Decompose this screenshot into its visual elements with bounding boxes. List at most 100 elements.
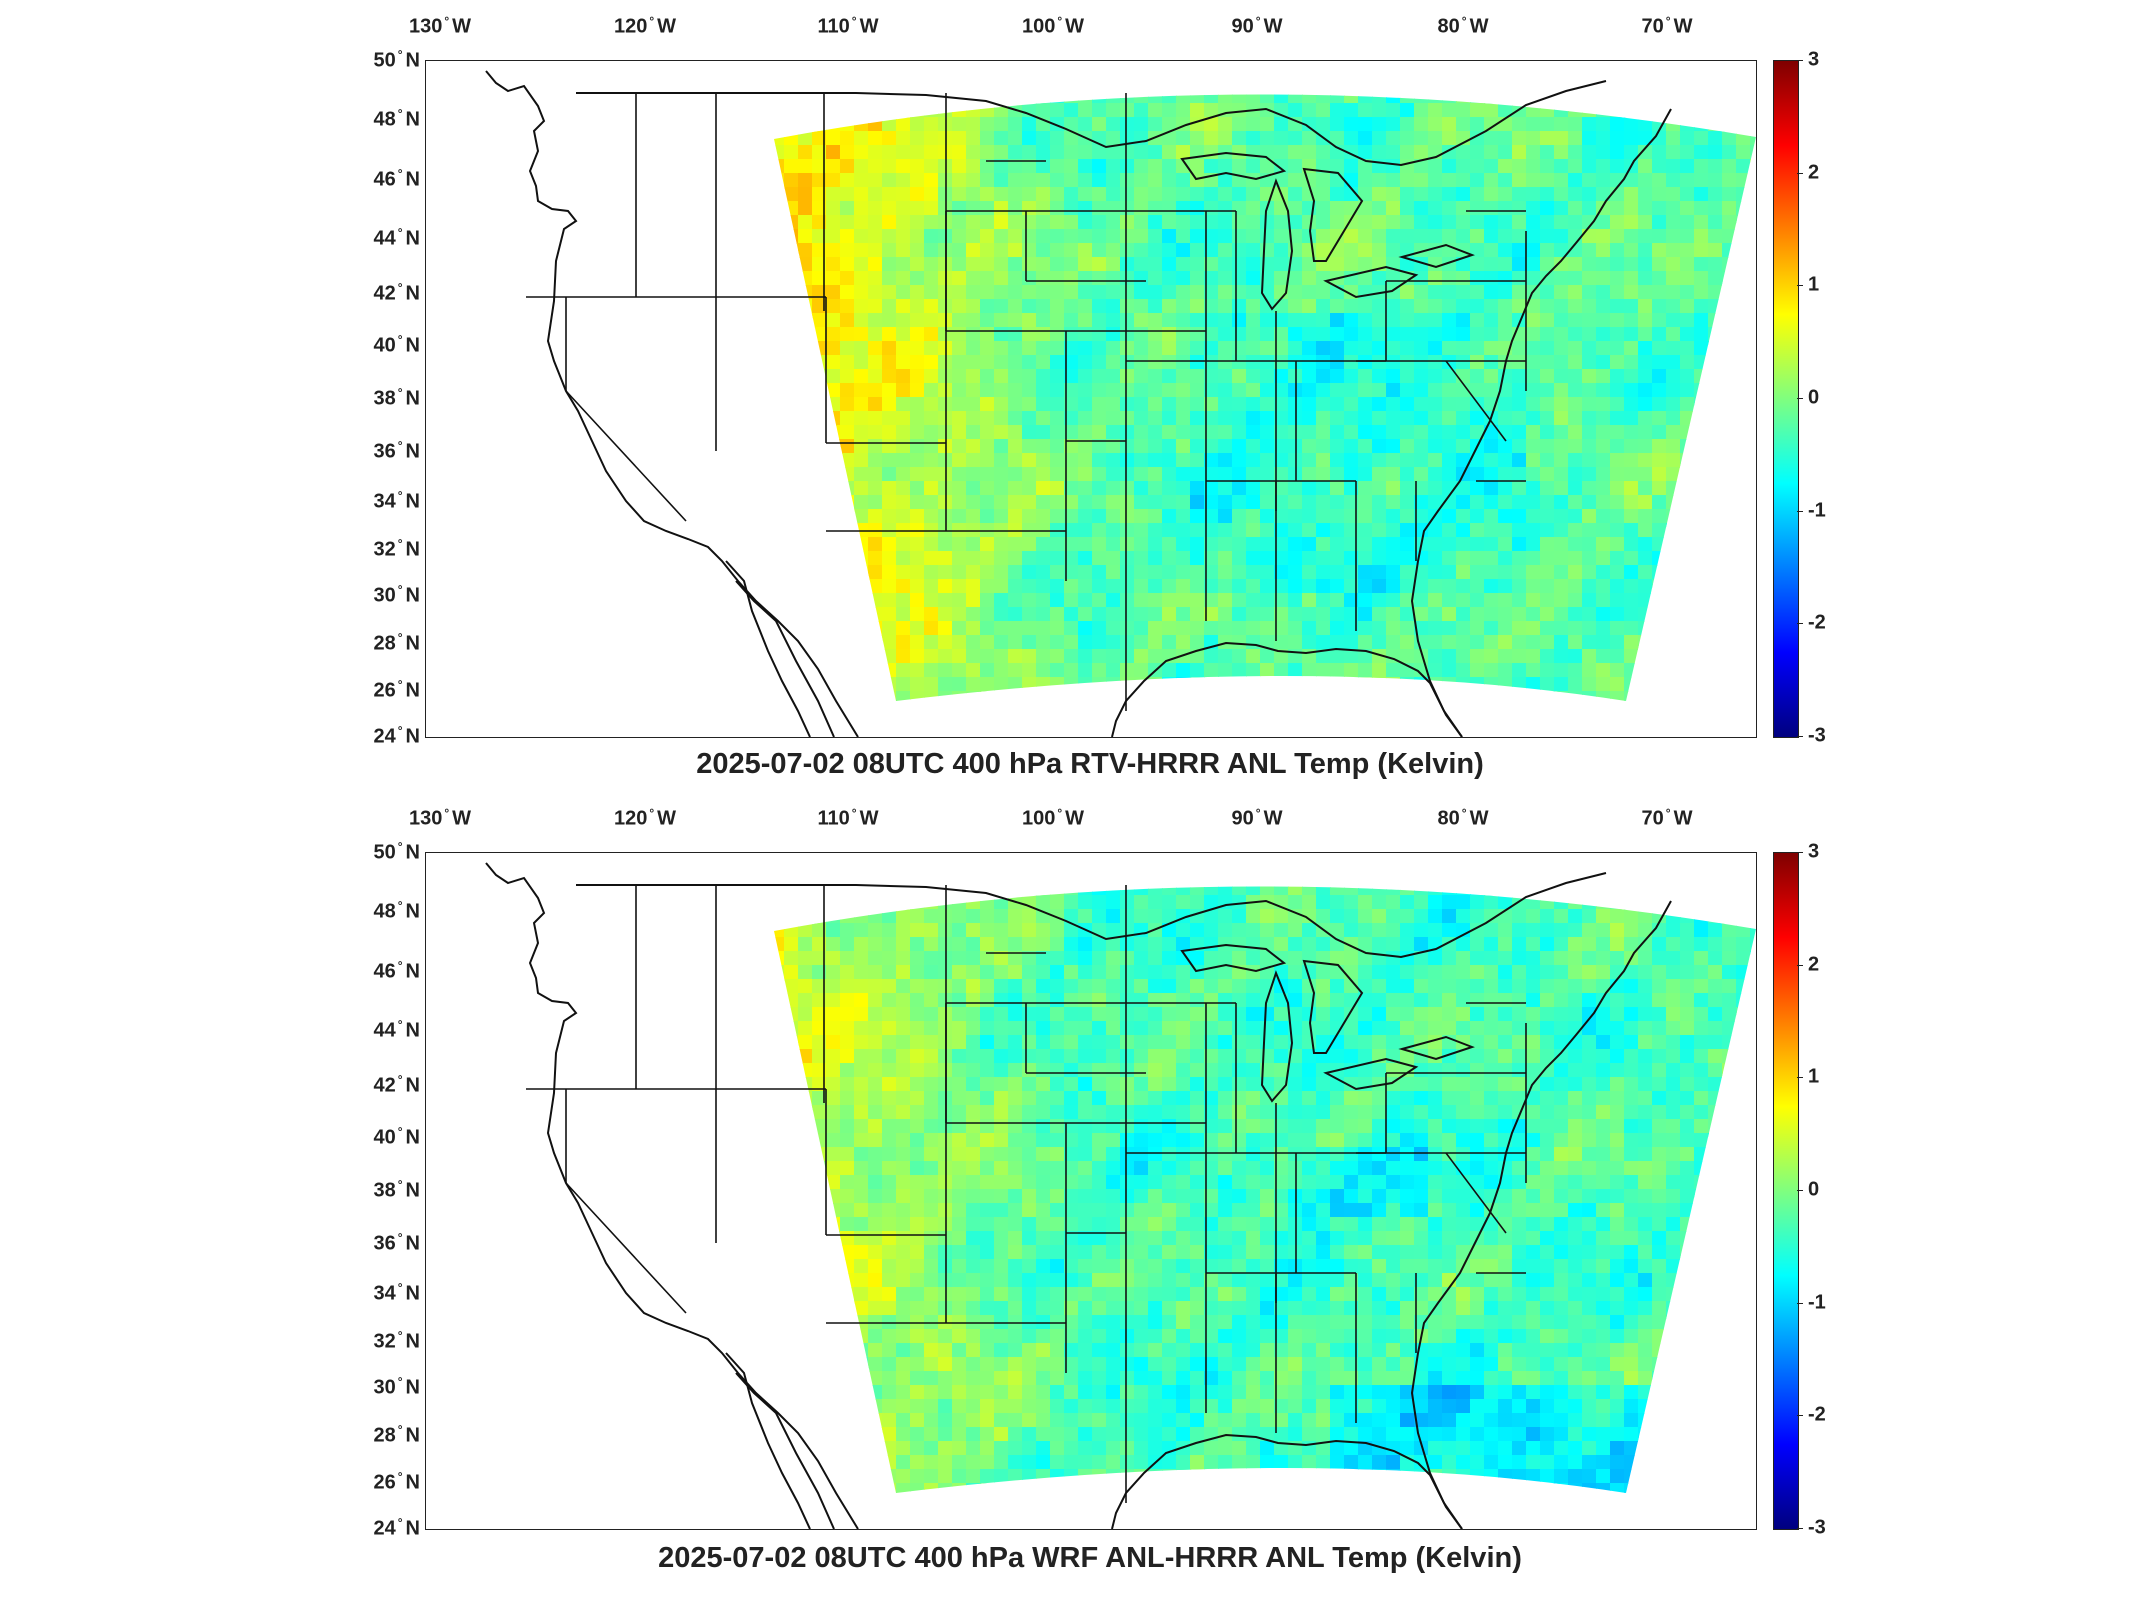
field-cell — [994, 537, 1009, 552]
field-cell — [882, 607, 897, 622]
field-cell — [1722, 1035, 1737, 1050]
field-cell — [1456, 271, 1471, 286]
field-cell — [1512, 691, 1527, 701]
field-cell — [1008, 481, 1023, 496]
field-cell — [840, 327, 855, 342]
field-cell — [1736, 593, 1751, 608]
longitude-suffix: W — [657, 807, 677, 830]
field-cell — [1722, 425, 1737, 440]
field-cell — [1428, 537, 1443, 552]
field-cell — [1722, 951, 1737, 966]
field-cell — [1106, 1021, 1121, 1036]
field-cell — [882, 691, 897, 701]
field-cell — [1120, 481, 1135, 496]
field-cell — [1176, 1077, 1191, 1092]
field-cell — [1708, 537, 1723, 552]
field-cell — [1512, 145, 1527, 160]
field-cell — [952, 103, 967, 118]
field-cell — [1148, 75, 1163, 90]
field-cell — [1092, 1049, 1107, 1064]
field-cell — [1218, 733, 1233, 737]
field-cell — [854, 383, 869, 398]
field-cell — [1694, 201, 1709, 216]
field-cell — [1484, 621, 1499, 636]
field-cell — [1358, 853, 1373, 868]
field-cell — [1260, 909, 1275, 924]
field-cell — [1134, 397, 1149, 412]
field-cell — [882, 551, 897, 566]
field-cell — [1190, 94, 1205, 104]
longitude-suffix: W — [1065, 807, 1085, 830]
field-cell — [1288, 705, 1303, 720]
field-cell — [1624, 909, 1639, 924]
field-cell — [1526, 145, 1541, 160]
field-cell — [1162, 1007, 1177, 1022]
field-cell — [1582, 607, 1597, 622]
field-cell — [1302, 719, 1317, 734]
field-cell — [1260, 215, 1275, 230]
field-cell — [1092, 895, 1107, 910]
field-cell — [1680, 1063, 1695, 1078]
field-cell — [1120, 509, 1135, 524]
field-cell — [1344, 965, 1359, 980]
field-cell — [1722, 1063, 1737, 1078]
field-cell — [756, 1091, 771, 1106]
field-cell — [1330, 663, 1345, 678]
field-cell — [1484, 1063, 1499, 1078]
field-cell — [1414, 593, 1429, 608]
field-cell — [1568, 187, 1583, 202]
field-cell — [1274, 551, 1289, 566]
field-cell — [1232, 159, 1247, 174]
field-cell — [854, 705, 869, 720]
field-cell — [1498, 621, 1513, 636]
field-cell — [1624, 257, 1639, 272]
field-cell — [1610, 327, 1625, 342]
field-cell — [1666, 979, 1681, 994]
field-cell — [1092, 509, 1107, 524]
field-cell — [1078, 467, 1093, 482]
field-cell — [1078, 853, 1093, 868]
field-cell — [1400, 439, 1415, 454]
field-cell — [1022, 1007, 1037, 1022]
field-cell — [1610, 341, 1625, 356]
field-cell — [1050, 551, 1065, 566]
field-cell — [784, 201, 799, 216]
field-cell — [952, 621, 967, 636]
colorbar-tick-mark — [1797, 398, 1803, 399]
field-cell — [1358, 201, 1373, 216]
field-cell — [1218, 285, 1233, 300]
field-cell — [1330, 979, 1345, 994]
field-cell — [1344, 1035, 1359, 1050]
field-cell — [896, 509, 911, 524]
colorbar-tick-mark — [1797, 736, 1803, 737]
field-cell — [1470, 299, 1485, 314]
field-cell — [868, 677, 883, 692]
field-cell — [882, 131, 897, 146]
field-cell — [1666, 61, 1681, 76]
field-cell — [1330, 397, 1345, 412]
field-cell — [1134, 1021, 1149, 1036]
field-cell — [784, 425, 799, 440]
field-cell — [1596, 257, 1611, 272]
field-cell — [798, 229, 813, 244]
field-cell — [896, 923, 911, 938]
field-cell — [1372, 103, 1387, 118]
field-cell — [1092, 383, 1107, 398]
field-cell — [1736, 243, 1751, 258]
field-cell — [1092, 979, 1107, 994]
field-cell — [1274, 1021, 1289, 1036]
field-cell — [1218, 607, 1233, 622]
field-cell — [1568, 951, 1583, 966]
field-cell — [1190, 467, 1205, 482]
field-cell — [1162, 215, 1177, 230]
field-cell — [1246, 853, 1261, 868]
field-cell — [1694, 131, 1709, 146]
field-cell — [1022, 1049, 1037, 1064]
field-cell — [840, 271, 855, 286]
field-cell — [1246, 593, 1261, 608]
field-cell — [1218, 159, 1233, 174]
field-cell — [1176, 229, 1191, 244]
field-cell — [1750, 229, 1756, 244]
field-cell — [1456, 733, 1471, 737]
field-cell — [1428, 663, 1443, 678]
